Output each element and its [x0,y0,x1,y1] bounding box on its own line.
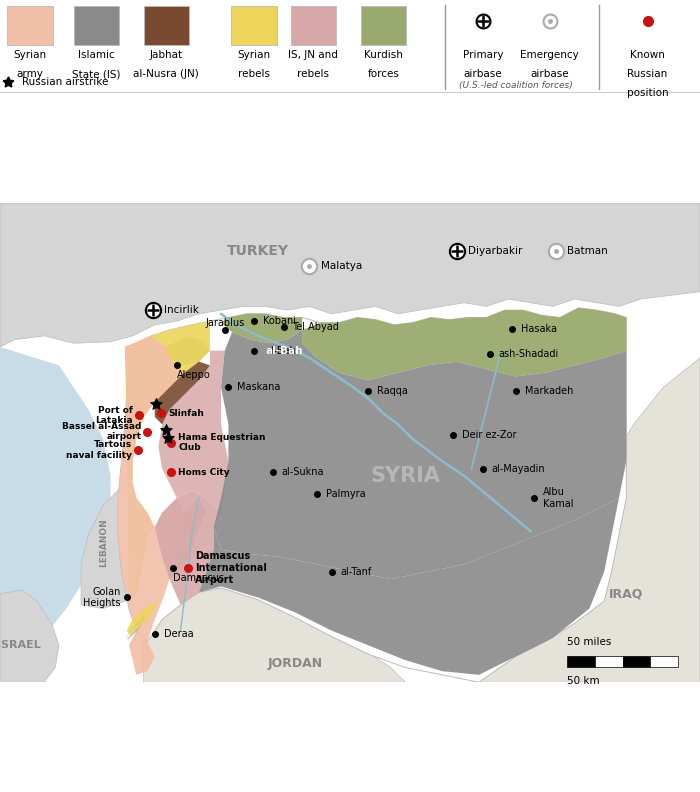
Text: Homs City: Homs City [178,468,230,477]
Text: TURKEY: TURKEY [227,244,289,258]
Text: Incirlik: Incirlik [164,305,200,315]
Text: Damascus
International
Airport: Damascus International Airport [195,551,267,584]
Polygon shape [0,347,111,682]
Text: forces: forces [368,69,399,79]
Text: Known: Known [630,51,665,60]
Text: Batman: Batman [568,246,608,256]
Text: IS, JN and: IS, JN and [288,51,338,60]
Polygon shape [0,204,700,347]
Text: 50 miles: 50 miles [568,637,612,647]
Text: ash-Shadadi: ash-Shadadi [499,349,559,360]
Text: Primary: Primary [463,51,503,60]
Text: Hama Equestrian
Club: Hama Equestrian Club [178,433,266,452]
Text: Hasaka: Hasaka [521,323,557,333]
Polygon shape [118,336,184,608]
Text: airbase: airbase [530,69,569,79]
Polygon shape [125,321,210,608]
Polygon shape [155,362,210,425]
Text: al-Mayadin: al-Mayadin [491,463,545,474]
Text: Islamic: Islamic [78,51,115,60]
Text: al-Bah: al-Bah [265,345,303,356]
Polygon shape [479,358,700,682]
FancyBboxPatch shape [74,6,119,45]
Text: Russian: Russian [627,69,668,79]
Text: Russian airstrike: Russian airstrike [22,78,108,87]
Text: SYRIA: SYRIA [370,466,440,485]
Text: Markadeh: Markadeh [524,386,573,396]
Text: Albu
Kamal: Albu Kamal [543,487,573,508]
Text: State (IS): State (IS) [72,69,120,79]
Polygon shape [155,490,221,605]
Polygon shape [214,330,626,579]
Polygon shape [302,308,626,380]
Text: Raqqa: Raqqa [377,386,408,396]
Text: al-Tanf: al-Tanf [340,566,372,577]
FancyBboxPatch shape [144,6,189,45]
Text: Tel Abyad: Tel Abyad [293,322,340,332]
Text: al-Bah: al-Bah [265,345,296,356]
Polygon shape [221,314,302,343]
Text: ISRAEL: ISRAEL [0,641,41,650]
Text: al-Sukna: al-Sukna [281,467,324,478]
Text: Emergency: Emergency [520,51,579,60]
Polygon shape [144,586,405,682]
FancyBboxPatch shape [290,6,336,45]
Text: IRAQ: IRAQ [609,588,643,600]
Polygon shape [158,351,228,512]
Text: Malatya: Malatya [321,261,362,271]
Text: airbase: airbase [463,69,503,79]
Polygon shape [169,498,206,579]
Polygon shape [129,630,155,675]
Polygon shape [0,590,59,682]
Text: Tartous
naval facility: Tartous naval facility [66,440,132,460]
Text: position: position [626,88,668,98]
Text: Jarablus: Jarablus [205,318,244,328]
Text: Diyarbakir: Diyarbakir [468,246,522,256]
Bar [622,657,650,668]
Text: Syrian: Syrian [13,51,46,60]
FancyBboxPatch shape [360,6,406,45]
Polygon shape [199,498,619,675]
Text: Kobani: Kobani [263,316,296,326]
Text: Deraa: Deraa [164,630,193,639]
Text: Damascus: Damascus [173,573,224,583]
Text: Golan
Heights: Golan Heights [83,587,121,608]
Text: army: army [16,69,43,79]
Text: Deir ez-Zor: Deir ez-Zor [462,430,517,440]
Text: Slinfah: Slinfah [168,409,204,417]
Text: Aleppo: Aleppo [177,370,211,380]
FancyBboxPatch shape [7,6,52,45]
Text: rebels: rebels [298,69,329,79]
Polygon shape [127,601,158,637]
Text: Jabhat: Jabhat [150,51,183,60]
Text: rebels: rebels [238,69,270,79]
Bar [650,657,678,668]
Text: Bassel al-Assad
airport: Bassel al-Assad airport [62,422,141,441]
Bar [568,657,595,668]
Polygon shape [166,336,210,365]
Polygon shape [118,308,626,682]
Text: LEBANON: LEBANON [99,518,108,566]
Text: Port of
Latakia: Port of Latakia [95,406,132,425]
Text: al-Nusra (JN): al-Nusra (JN) [134,69,199,79]
Polygon shape [129,498,184,642]
Text: Kurdish: Kurdish [364,51,402,60]
Bar [595,657,622,668]
Text: (U.S.-led coalition forces): (U.S.-led coalition forces) [459,81,573,89]
Text: 50 km: 50 km [568,676,600,687]
Text: Maskana: Maskana [237,383,281,393]
Text: Palmyra: Palmyra [326,489,365,499]
Polygon shape [81,483,151,608]
Text: JORDAN: JORDAN [267,657,322,670]
Text: Syrian: Syrian [237,51,270,60]
FancyBboxPatch shape [231,6,276,45]
